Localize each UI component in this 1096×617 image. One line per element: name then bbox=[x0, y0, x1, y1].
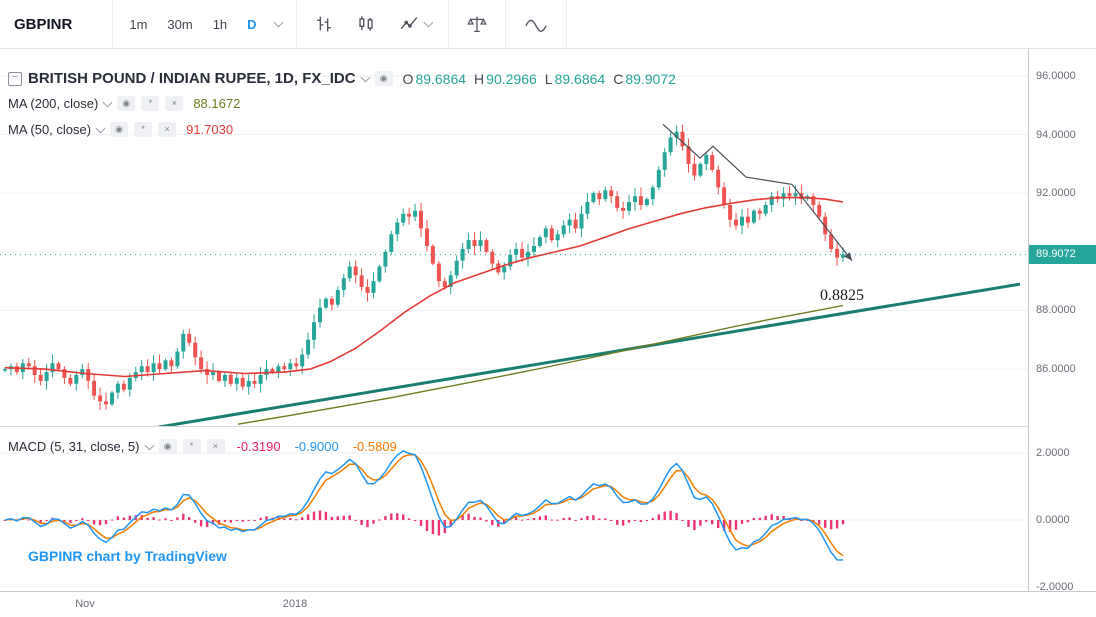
series-legend: − BRITISH POUND / INDIAN RUPEE, 1D, FX_I… bbox=[8, 70, 676, 87]
bars-icon[interactable] bbox=[311, 11, 337, 37]
chevron-down-icon[interactable] bbox=[102, 97, 113, 107]
interval-1h[interactable]: 1h bbox=[211, 13, 229, 36]
price-target-annotation[interactable]: 0.8825 bbox=[820, 287, 864, 304]
axis-label: 92.0000 bbox=[1036, 187, 1076, 200]
toolbar-divider bbox=[565, 0, 567, 48]
chart-region: − BRITISH POUND / INDIAN RUPEE, 1D, FX_I… bbox=[0, 49, 1096, 617]
ma50-line[interactable] bbox=[4, 196, 844, 378]
chevron-down-icon[interactable] bbox=[423, 17, 434, 28]
toolbar-divider bbox=[112, 0, 114, 48]
indicator-value: 91.7030 bbox=[186, 122, 234, 137]
indicator-title[interactable]: MA (200, close) bbox=[8, 96, 99, 111]
axis-label: 96.0000 bbox=[1036, 69, 1076, 82]
chart-style-group bbox=[297, 11, 448, 37]
price-axis[interactable]: 96.0000 94.0000 92.0000 88.0000 86.0000 2.000… bbox=[1028, 49, 1096, 617]
close-icon[interactable]: × bbox=[158, 122, 177, 137]
last-price-value: 89.9072 bbox=[1036, 248, 1076, 261]
chevron-down-icon[interactable] bbox=[360, 72, 370, 82]
macd-values: -0.3190 -0.9000 -0.5809 bbox=[237, 439, 397, 454]
symbol-name[interactable]: GBPINR bbox=[14, 15, 73, 33]
chevron-down-icon[interactable] bbox=[95, 123, 106, 133]
line-tools-group bbox=[506, 11, 566, 37]
pane-separator[interactable] bbox=[0, 426, 1096, 427]
settings-gear-icon[interactable]: * bbox=[134, 122, 153, 137]
ma200-line[interactable] bbox=[237, 304, 844, 425]
indicator-value: 88.1672 bbox=[193, 96, 241, 111]
toolbar-divider bbox=[447, 0, 449, 48]
axis-label: 0.0000 bbox=[1036, 514, 1070, 527]
low-value: 89.6864 bbox=[554, 70, 606, 87]
time-axis-label: Nov bbox=[75, 598, 95, 610]
macd-series bbox=[3, 450, 845, 561]
last-price-badge: 89.9072 bbox=[1029, 245, 1096, 265]
low-label: L bbox=[544, 70, 553, 87]
axis-label: 88.0000 bbox=[1036, 304, 1076, 317]
eye-icon[interactable]: ◉ bbox=[158, 439, 177, 454]
macd-signal-value: -0.5809 bbox=[352, 439, 397, 454]
interval-group: 1m 30m 1h D bbox=[113, 13, 295, 36]
close-label: C bbox=[613, 70, 624, 87]
interval-daily[interactable]: D bbox=[245, 13, 258, 36]
gridlines bbox=[0, 75, 1028, 588]
high-label: H bbox=[474, 70, 485, 87]
high-value: 90.2966 bbox=[486, 70, 537, 87]
open-value: 89.6864 bbox=[415, 70, 467, 87]
axis-label: -2.0000 bbox=[1036, 580, 1074, 593]
eye-icon[interactable]: ◉ bbox=[117, 96, 136, 111]
line-chart-icon[interactable] bbox=[395, 11, 434, 37]
compare-group bbox=[449, 11, 505, 37]
indicator-legend-ma50: MA (50, close) ◉ * × 91.7030 bbox=[8, 122, 233, 137]
indicator-title[interactable]: MA (50, close) bbox=[8, 122, 92, 137]
eye-icon[interactable]: ◉ bbox=[374, 71, 393, 86]
ohlc-values: O 89.6864 H 90.2966 L 89.6864 C 89.9072 bbox=[403, 71, 676, 87]
toolbar-divider bbox=[295, 0, 297, 48]
settings-gear-icon[interactable]: * bbox=[141, 96, 160, 111]
candles-icon[interactable] bbox=[353, 11, 379, 37]
axis-label: 86.0000 bbox=[1036, 363, 1076, 376]
open-label: O bbox=[402, 70, 414, 87]
trendline-drawing[interactable] bbox=[157, 282, 1021, 427]
time-axis-label: 2018 bbox=[282, 598, 308, 610]
axis-label: 94.0000 bbox=[1036, 128, 1076, 141]
chevron-down-icon[interactable] bbox=[273, 17, 284, 28]
candles-series bbox=[3, 124, 845, 411]
indicator-legend-macd: MACD (5, 31, close, 5) ◉ * × -0.3190 -0.… bbox=[8, 439, 397, 454]
indicator-legend-ma200: MA (200, close) ◉ * × 88.1672 bbox=[8, 96, 240, 111]
close-icon[interactable]: × bbox=[206, 439, 225, 454]
chevron-down-icon[interactable] bbox=[144, 440, 154, 450]
time-axis[interactable]: Nov 2018 bbox=[0, 591, 1096, 617]
settings-gear-icon[interactable]: * bbox=[182, 439, 201, 454]
drawn-trend-annotation[interactable] bbox=[662, 123, 853, 262]
toolbar-divider bbox=[504, 0, 506, 48]
eye-icon[interactable]: ◉ bbox=[110, 122, 129, 137]
axis-label: 2.0000 bbox=[1036, 447, 1070, 460]
wave-icon[interactable] bbox=[520, 11, 552, 37]
indicator-title[interactable]: MACD (5, 31, close, 5) bbox=[8, 439, 140, 454]
close-value: 89.9072 bbox=[625, 70, 676, 87]
tradingview-attribution-link[interactable]: GBPINR chart by TradingView bbox=[28, 548, 227, 564]
macd-histogram-value: -0.3190 bbox=[236, 439, 281, 454]
macd-line-value: -0.9000 bbox=[294, 439, 339, 454]
collapse-pane-icon[interactable]: − bbox=[8, 71, 22, 86]
interval-30m[interactable]: 30m bbox=[165, 13, 194, 36]
close-icon[interactable]: × bbox=[165, 96, 184, 111]
arrowhead bbox=[844, 252, 852, 261]
series-title[interactable]: BRITISH POUND / INDIAN RUPEE, 1D, FX_IDC bbox=[28, 70, 356, 87]
interval-1m[interactable]: 1m bbox=[127, 13, 149, 36]
top-toolbar: GBPINR 1m 30m 1h D bbox=[0, 0, 1096, 49]
compare-icon[interactable] bbox=[463, 11, 491, 37]
